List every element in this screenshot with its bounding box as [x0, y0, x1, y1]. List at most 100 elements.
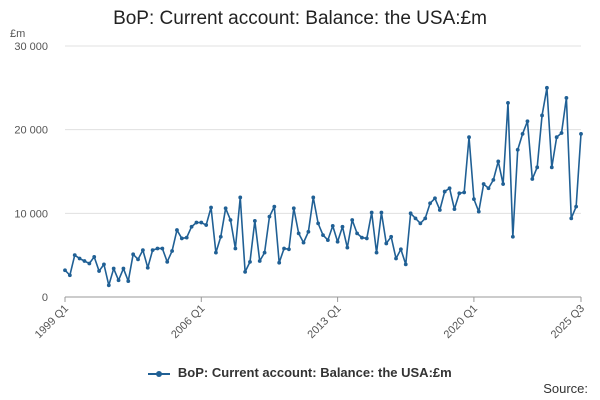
data-point	[423, 216, 428, 221]
series	[63, 85, 583, 288]
data-point	[155, 246, 160, 251]
data-point	[218, 234, 223, 239]
data-point	[398, 247, 403, 252]
data-point	[291, 206, 296, 211]
data-point	[433, 196, 437, 201]
gridlines	[65, 45, 581, 298]
data-point	[272, 204, 277, 209]
data-point	[462, 190, 467, 195]
data-point	[540, 113, 544, 118]
data-point	[515, 147, 520, 152]
data-point	[321, 233, 325, 237]
data-point	[467, 135, 471, 140]
data-point	[545, 85, 549, 90]
x-tick-label: 2025 Q3	[549, 303, 587, 341]
y-axis-label: £m	[10, 28, 25, 40]
data-point	[238, 195, 243, 200]
legend-swatch	[148, 369, 171, 379]
data-point	[384, 241, 389, 246]
data-point	[223, 206, 228, 211]
data-point	[121, 266, 126, 271]
data-point	[243, 270, 248, 274]
data-point	[330, 223, 335, 228]
data-point	[394, 256, 398, 261]
data-point	[408, 211, 413, 216]
data-point	[437, 208, 442, 212]
data-point	[442, 189, 447, 194]
data-point	[67, 273, 72, 278]
data-point	[506, 100, 510, 105]
source-label: Source:	[543, 381, 588, 396]
data-point	[140, 248, 145, 253]
data-point	[335, 239, 340, 244]
data-point	[175, 228, 179, 232]
data-point	[520, 131, 525, 136]
y-tick-label: 20 000	[14, 125, 48, 137]
data-point	[403, 262, 408, 267]
data-point	[252, 218, 257, 223]
data-point	[77, 256, 82, 261]
x-tick-label: 2006 Q1	[169, 303, 207, 341]
legend-swatch-marker	[156, 370, 163, 377]
data-point	[325, 238, 330, 243]
data-point	[72, 253, 77, 258]
data-point	[340, 224, 345, 229]
data-point	[248, 259, 252, 264]
legend: BoP: Current account: Balance: the USA:£…	[0, 365, 600, 380]
data-point	[525, 119, 530, 124]
data-point	[418, 221, 423, 226]
x-tick-label: 2020 Q1	[442, 303, 480, 341]
data-point	[287, 247, 291, 252]
data-point	[472, 197, 476, 202]
data-point	[145, 265, 150, 270]
data-point	[350, 218, 355, 222]
data-point	[476, 209, 481, 214]
data-point	[316, 221, 321, 226]
data-point	[233, 246, 238, 251]
data-point	[574, 204, 579, 209]
axes: 0 10 000 20 000 30 000£m 1999 Q1 2006 Q1 2013 …	[10, 28, 587, 341]
data-point	[228, 218, 233, 222]
data-point	[457, 191, 462, 196]
data-point	[360, 235, 364, 240]
data-point	[549, 165, 554, 170]
data-point	[170, 249, 174, 253]
data-point	[102, 262, 106, 267]
y-tick-label: 30 000	[14, 41, 48, 53]
data-point	[486, 186, 491, 191]
data-point	[364, 236, 369, 241]
data-point	[267, 214, 272, 219]
data-point	[481, 182, 486, 186]
data-point	[184, 235, 189, 240]
data-point	[559, 131, 564, 135]
data-point	[106, 283, 111, 288]
data-point	[136, 257, 140, 262]
data-point	[311, 195, 316, 200]
x-tick-label: 2013 Q1	[305, 303, 343, 341]
data-point	[131, 252, 136, 257]
data-point	[564, 95, 569, 100]
y-tick-label: 0	[42, 292, 48, 304]
data-point	[63, 268, 67, 273]
data-point	[82, 259, 87, 263]
data-point	[452, 207, 457, 212]
data-point	[179, 236, 184, 241]
data-point	[189, 224, 194, 229]
data-point	[389, 234, 394, 239]
data-point	[126, 279, 131, 283]
data-point	[447, 186, 452, 191]
x-tick-label: 1999 Q1	[33, 303, 71, 341]
data-point	[160, 246, 165, 251]
data-point	[491, 177, 496, 182]
data-point	[554, 135, 559, 140]
data-point	[87, 261, 92, 266]
data-point	[111, 266, 116, 271]
data-point	[501, 182, 506, 186]
data-point	[579, 131, 583, 136]
data-point	[296, 231, 301, 236]
data-point	[262, 250, 267, 255]
data-point	[204, 223, 209, 227]
data-point	[374, 250, 379, 255]
series-line	[64, 87, 582, 287]
